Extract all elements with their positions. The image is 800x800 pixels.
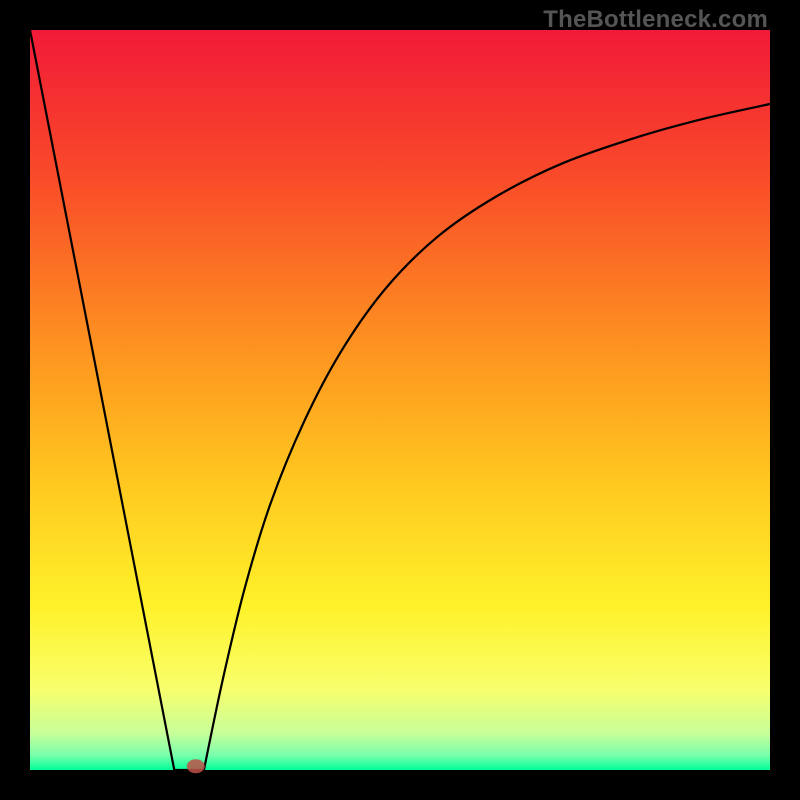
plot-area	[30, 30, 770, 770]
curve-layer	[30, 30, 770, 770]
bottleneck-curve	[30, 30, 770, 770]
chart-frame: TheBottleneck.com	[0, 0, 800, 800]
watermark-text: TheBottleneck.com	[543, 6, 768, 34]
minimum-marker	[187, 759, 205, 773]
